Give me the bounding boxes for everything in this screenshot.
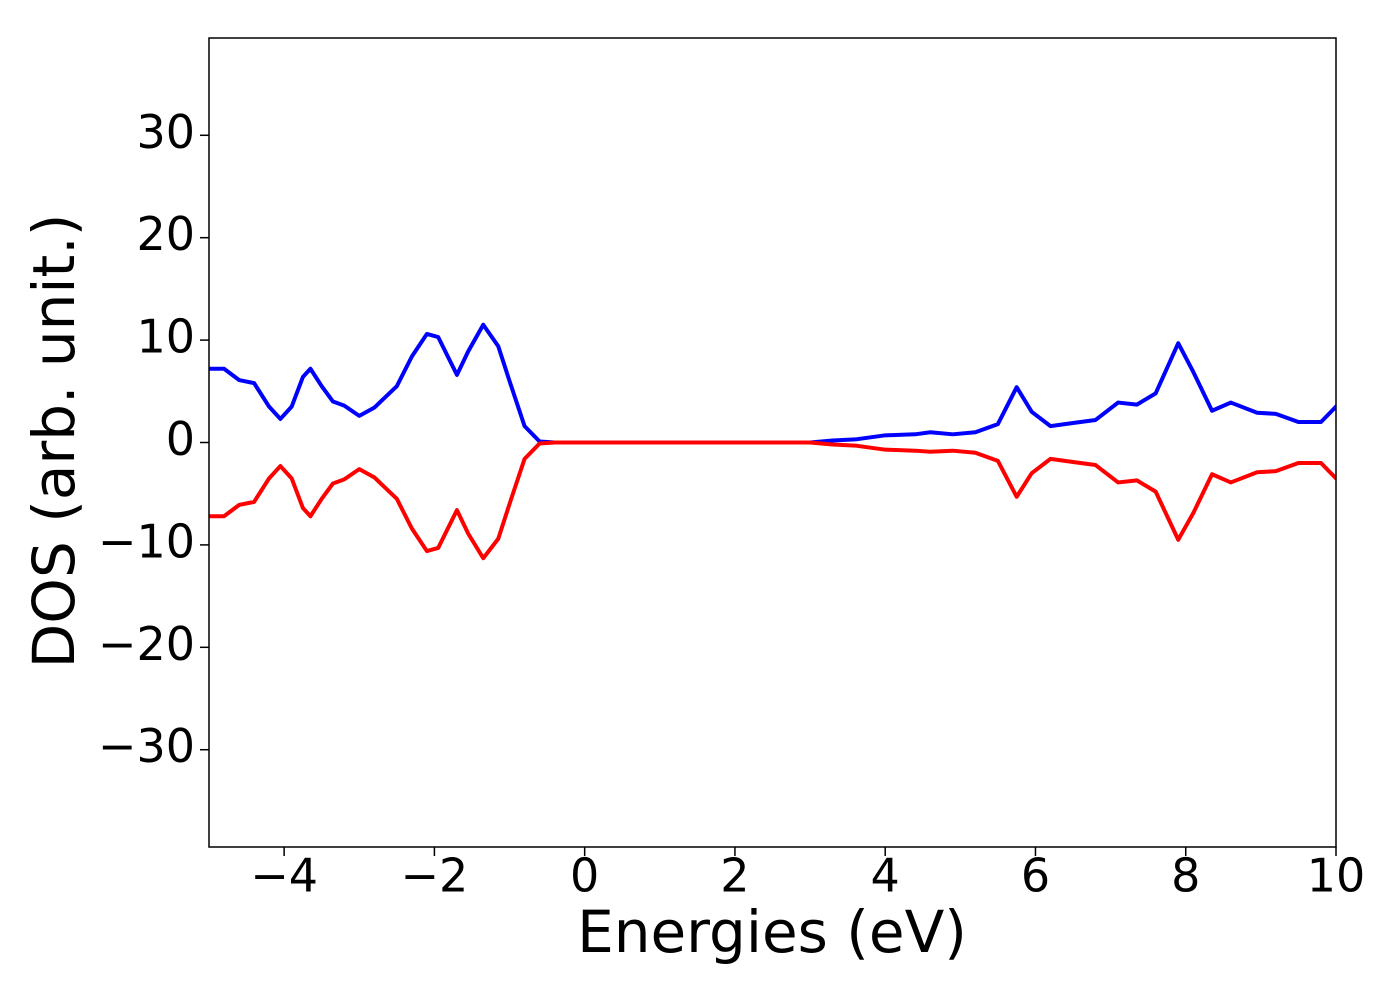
dos-line — [209, 322, 1336, 445]
y-axis-label: DOS (arb. unit.) — [20, 214, 88, 669]
y-tick-label: −10 — [98, 514, 195, 568]
x-tick-label: −2 — [400, 849, 468, 903]
y-tick-label: −20 — [98, 617, 195, 671]
dos-line — [209, 440, 1336, 561]
x-tick-label: 8 — [1171, 849, 1200, 903]
y-tick-label: 30 — [136, 105, 195, 159]
y-tick-label: 10 — [136, 310, 195, 364]
y-tick-label: 20 — [136, 207, 195, 261]
x-axis-label: Energies (eV) — [577, 898, 967, 966]
y-tick-label: 0 — [166, 412, 195, 466]
x-tick-label: 0 — [570, 849, 599, 903]
x-tick-label: 10 — [1307, 849, 1366, 903]
y-tick-label: −30 — [98, 719, 195, 773]
x-tick-label: 2 — [720, 849, 749, 903]
x-tick-label: −4 — [250, 849, 318, 903]
x-tick-label: 6 — [1021, 849, 1050, 903]
x-tick-label: 4 — [871, 849, 900, 903]
plot-frame — [208, 37, 1337, 848]
